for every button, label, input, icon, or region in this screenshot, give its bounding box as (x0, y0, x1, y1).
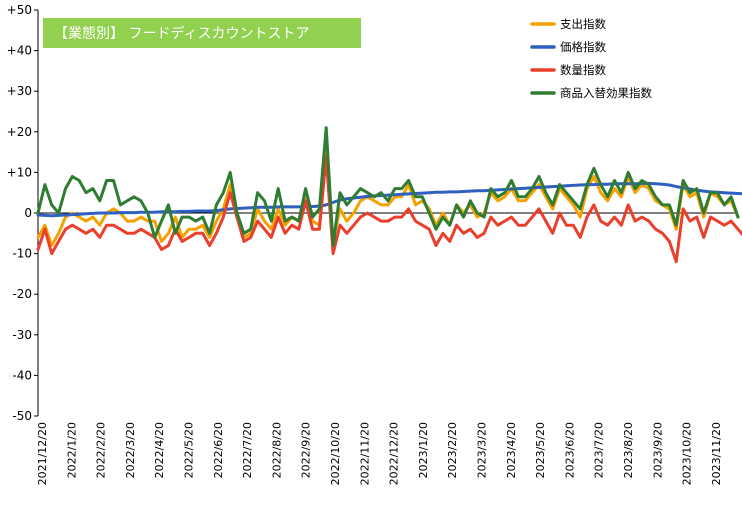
x-tick-label: 2022/7/20 (241, 422, 254, 478)
x-tick-label: 2023/11/20 (710, 422, 723, 485)
series-line-1 (36, 150, 740, 247)
y-tick-label: -20 (12, 287, 32, 301)
y-tick-label: +40 (7, 44, 32, 58)
x-tick-label: 2022/6/20 (212, 422, 225, 478)
legend-label: 支出指数 (560, 17, 606, 31)
y-tick-label: -30 (12, 328, 32, 342)
x-tick-label: 2022/11/20 (358, 422, 371, 485)
x-tick-label: 2022/12/20 (388, 422, 401, 485)
series-line-3 (36, 154, 742, 264)
y-tick-label: -10 (12, 247, 32, 261)
legend-label: 価格指数 (560, 40, 606, 54)
x-tick-label: 2022/10/20 (329, 422, 342, 485)
x-tick-label: 2023/7/20 (593, 422, 606, 478)
legend-label: 商品入替効果指数 (560, 86, 652, 100)
x-tick-label: 2022/9/20 (300, 422, 313, 478)
x-tick-label: 2023/1/20 (417, 422, 430, 478)
x-tick-label: 2022/1/20 (65, 422, 78, 478)
x-tick-label: 2022/3/20 (124, 422, 137, 478)
y-tick-label: -50 (12, 409, 32, 423)
series-layer (36, 126, 742, 264)
x-tick-label: 2022/2/20 (95, 422, 108, 478)
x-tick-label: 2023/6/20 (563, 422, 576, 478)
x-tick-label: 2023/3/20 (476, 422, 489, 478)
x-axis: 2021/12/20 2022/1/20 2022/2/20 2022/3/20 202… (36, 212, 738, 485)
x-tick-label: 2023/10/20 (681, 422, 694, 485)
x-tick-label: 2022/8/20 (270, 422, 283, 478)
y-tick-label: +30 (7, 84, 32, 98)
x-tick-label: 2023/5/20 (534, 422, 547, 478)
x-tick-label: 2022/4/20 (153, 422, 166, 478)
y-tick-label: +20 (7, 125, 32, 139)
y-tick-label: 0 (24, 206, 32, 220)
y-axis: +50 +40 +30 +20 +10 0 -10 -20 -30 -40 -50 (7, 3, 39, 423)
chart-title-background (43, 18, 361, 48)
chart-title: 【業態別】 フードディスカウントストア (54, 25, 309, 42)
series-line-4 (36, 126, 740, 247)
x-tick-label: 2023/9/20 (651, 422, 664, 478)
x-tick-label: 2023/2/20 (446, 422, 459, 478)
x-tick-label: 2023/8/20 (622, 422, 635, 478)
chart-title-box: 【業態別】 フードディスカウントストア (43, 18, 361, 48)
y-tick-label: +50 (7, 3, 32, 17)
y-tick-label: +10 (7, 165, 32, 179)
x-tick-label: 2022/5/20 (183, 422, 196, 478)
legend-label: 数量指数 (560, 63, 606, 77)
x-tick-label: 2021/12/20 (36, 422, 49, 485)
x-tick-label: 2023/4/20 (505, 422, 518, 478)
y-tick-label: -40 (12, 368, 32, 382)
